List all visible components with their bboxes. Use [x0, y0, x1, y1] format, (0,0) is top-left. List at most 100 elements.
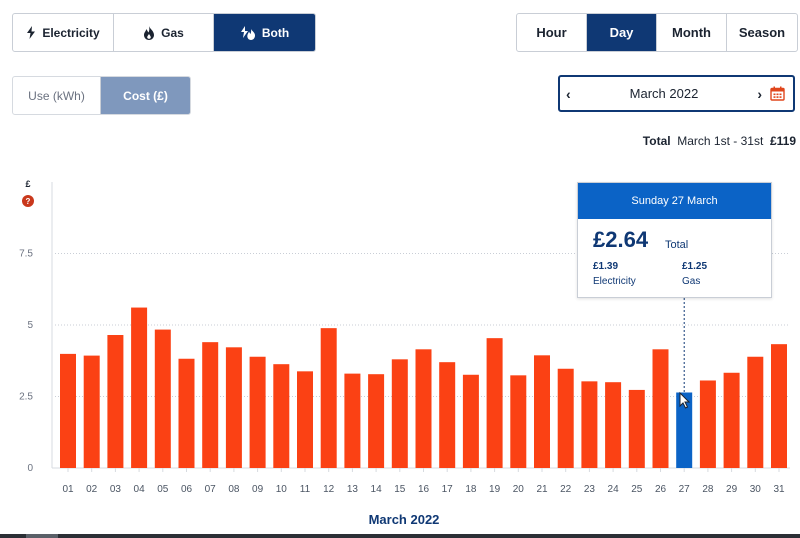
hour-option[interactable]: Hour [517, 14, 587, 51]
y-axis-ticks: 0 2.5 5 7.5 [19, 249, 33, 475]
bars [60, 307, 787, 468]
bar-day-09[interactable] [249, 356, 266, 468]
previous-month-button[interactable]: ‹ [566, 85, 571, 102]
bar-day-10[interactable] [273, 364, 290, 468]
y-tick-label: 2.5 [19, 392, 33, 403]
x-tick-label: 21 [536, 484, 548, 495]
horizontal-scrollbar[interactable] [0, 534, 800, 538]
y-tick-label: 7.5 [19, 249, 33, 260]
y-tick-label: 0 [27, 463, 33, 474]
bar-day-27[interactable] [676, 392, 693, 468]
bar-day-23[interactable] [581, 381, 598, 468]
tooltip-electricity-value: £1.39 [593, 261, 619, 272]
x-tick-label: 10 [276, 484, 288, 495]
tooltip-date: Sunday 27 March [578, 183, 771, 219]
x-tick-label: 19 [489, 484, 501, 495]
gas-option[interactable]: Gas [114, 14, 214, 51]
month-option[interactable]: Month [657, 14, 727, 51]
y-axis-unit: £ [25, 179, 30, 189]
x-tick-label: 08 [228, 484, 240, 495]
bar-day-17[interactable] [439, 362, 456, 468]
x-tick-label: 20 [513, 484, 525, 495]
x-tick-label: 06 [181, 484, 193, 495]
date-picker-label[interactable]: March 2022 [629, 86, 699, 101]
bar-day-15[interactable] [391, 359, 408, 468]
x-tick-label: 30 [750, 484, 762, 495]
y-tick-label: 5 [27, 320, 33, 331]
bar-day-04[interactable] [131, 307, 148, 468]
x-tick-label: 22 [560, 484, 572, 495]
day-option[interactable]: Day [587, 14, 657, 51]
x-tick-label: 12 [323, 484, 335, 495]
x-tick-label: 18 [465, 484, 477, 495]
x-tick-label: 28 [702, 484, 714, 495]
tooltip-total-value: £2.64 [593, 227, 649, 252]
total-value: £119 [769, 134, 796, 148]
bar-day-05[interactable] [154, 329, 171, 468]
bar-day-26[interactable] [652, 349, 669, 468]
both-option-label: Both [261, 25, 290, 40]
electricity-option-label: Electricity [42, 25, 100, 40]
cost-bar-chart: £ ? 0 2.5 5 7.5 01 02 03 04 05 06 07 08 09 10 11 12 13 1… [19, 179, 790, 495]
cost-option[interactable]: Cost (£) [101, 77, 190, 114]
period-toggle: Hour Day Month Season [516, 13, 798, 52]
x-tick-label: 05 [157, 484, 169, 495]
bar-day-08[interactable] [225, 347, 242, 468]
bar-day-11[interactable] [297, 371, 313, 468]
x-tick-label: 17 [442, 484, 454, 495]
x-tick-label: 29 [726, 484, 738, 495]
x-tick-label: 23 [584, 484, 596, 495]
help-icon[interactable]: ? [22, 195, 34, 207]
x-tick-label: 27 [679, 484, 691, 495]
bar-day-03[interactable] [107, 335, 124, 468]
bar-day-14[interactable] [368, 374, 385, 468]
bar-day-18[interactable] [462, 374, 479, 468]
lightning-flame-icon [240, 25, 255, 40]
bar-day-31[interactable] [771, 344, 787, 468]
cursor-icon [679, 391, 691, 409]
x-tick-label: 02 [86, 484, 98, 495]
x-tick-label: 14 [371, 484, 383, 495]
bar-day-06[interactable] [178, 358, 195, 468]
tooltip-gas-label: Gas [682, 276, 701, 287]
bar-day-28[interactable] [699, 380, 716, 468]
scrollbar-thumb[interactable] [26, 534, 58, 538]
x-tick-label: 11 [300, 484, 311, 495]
electricity-option[interactable]: Electricity [13, 14, 114, 51]
date-picker: ‹ March 2022 › [558, 75, 795, 112]
both-option[interactable]: Both [214, 14, 315, 51]
bar-day-13[interactable] [344, 373, 361, 468]
season-option[interactable]: Season [738, 25, 786, 40]
tooltip-total-label: Total [665, 239, 689, 251]
bar-day-20[interactable] [510, 375, 527, 468]
gas-option-label: Gas [161, 25, 184, 40]
x-tick-label: 03 [110, 484, 122, 495]
bar-day-12[interactable] [320, 328, 337, 468]
day-tooltip: Sunday 27 March £2.64 Total £1.39 Electr… [577, 182, 772, 298]
bar-day-24[interactable] [605, 382, 622, 468]
bar-day-02[interactable] [83, 355, 100, 468]
next-month-button[interactable]: › [757, 85, 762, 102]
bar-day-29[interactable] [723, 372, 740, 468]
bar-day-07[interactable] [202, 342, 219, 468]
x-tick-label: 31 [773, 484, 785, 495]
x-tick-label: 24 [608, 484, 620, 495]
bar-day-30[interactable] [747, 356, 764, 468]
bar-day-16[interactable] [415, 349, 432, 468]
x-axis-ticks: 01 02 03 04 05 06 07 08 09 10 11 12 13 14 15 16 17 18 19 20… [62, 468, 785, 495]
bar-day-19[interactable] [486, 338, 503, 468]
x-tick-label: 15 [394, 484, 406, 495]
bar-day-21[interactable] [534, 355, 550, 468]
calendar-icon[interactable] [770, 86, 785, 101]
bar-day-25[interactable] [628, 389, 645, 468]
x-tick-label: 25 [631, 484, 643, 495]
unit-toggle: Use (kWh) Cost (£) [12, 76, 191, 115]
x-tick-label: 16 [418, 484, 430, 495]
bar-day-22[interactable] [557, 368, 574, 468]
use-kwh-option[interactable]: Use (kWh) [13, 77, 101, 114]
lightning-icon [27, 26, 36, 39]
tooltip-electricity-label: Electricity [593, 276, 636, 287]
x-tick-label: 09 [252, 484, 264, 495]
bar-day-01[interactable] [60, 353, 76, 468]
x-tick-label: 26 [655, 484, 667, 495]
